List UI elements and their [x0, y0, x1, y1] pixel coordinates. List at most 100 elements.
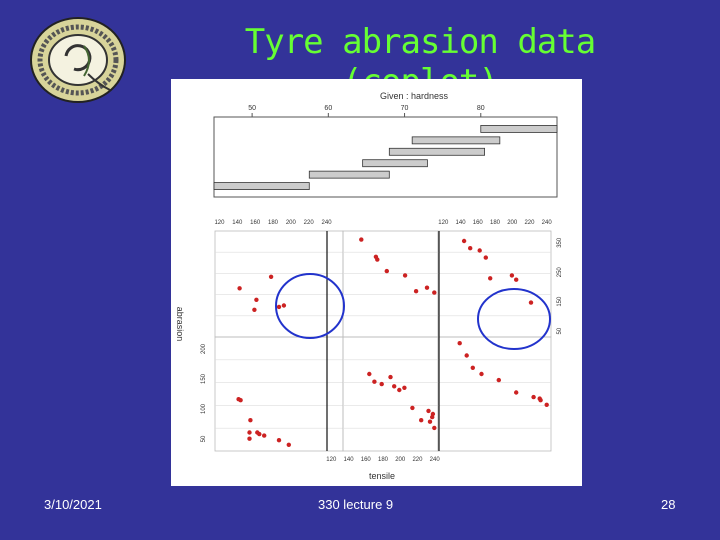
data-point — [402, 385, 407, 390]
footer-page-number: 28 — [661, 497, 676, 512]
data-point — [375, 257, 380, 262]
y-tick-label-right: 350 — [557, 237, 563, 248]
given-panel-frame — [213, 116, 558, 198]
data-point — [427, 419, 433, 424]
data-point — [419, 418, 424, 423]
top-x-tick-label: 200 — [507, 220, 518, 226]
data-point — [432, 425, 437, 431]
data-point — [426, 408, 431, 414]
top-x-tick-label: 120 — [214, 220, 225, 226]
given-interval-bar — [480, 125, 558, 133]
given-tick-label: 60 — [324, 105, 332, 112]
bottom-x-tick-label: 200 — [395, 457, 406, 463]
y-tick-label-right: 50 — [557, 327, 563, 334]
top-x-tick-label: 160 — [250, 220, 261, 226]
data-point — [247, 436, 252, 441]
y-tick-label-right: 250 — [557, 267, 563, 278]
data-point — [468, 246, 473, 251]
y-tick-label-left: 50 — [201, 435, 207, 442]
bottom-x-tick-label: 220 — [412, 457, 423, 463]
highlight-circle-left — [275, 273, 345, 339]
data-point — [544, 402, 549, 407]
top-x-tick-label: 220 — [304, 220, 315, 226]
top-x-tick-label: 240 — [542, 220, 553, 226]
data-point — [538, 398, 543, 403]
footer-lecture: 330 lecture 9 — [318, 497, 394, 512]
data-point — [359, 237, 364, 242]
given-interval-bar — [362, 159, 428, 168]
data-point — [255, 430, 260, 435]
data-point — [477, 248, 482, 253]
highlight-circle-right — [477, 288, 551, 350]
data-point — [237, 286, 242, 291]
given-tick-label: 70 — [401, 105, 409, 112]
data-point — [464, 353, 469, 358]
footer-date: 3/10/2021 — [44, 497, 102, 512]
data-point — [496, 377, 501, 383]
data-point — [248, 418, 253, 423]
y-tick-label-left: 200 — [201, 343, 207, 354]
panel-frame — [437, 336, 552, 452]
data-point — [432, 290, 437, 295]
top-x-tick-label: 180 — [268, 220, 279, 226]
data-point — [514, 277, 519, 282]
panel-frame — [342, 230, 439, 338]
data-point — [483, 255, 488, 260]
data-point — [528, 300, 534, 305]
data-point — [509, 273, 515, 278]
data-point — [488, 276, 493, 281]
bottom-x-tick-label: 140 — [344, 457, 355, 463]
given-interval-bar — [388, 147, 485, 156]
data-point — [247, 430, 252, 435]
data-point — [402, 273, 408, 278]
data-point — [531, 394, 536, 400]
data-point — [410, 405, 415, 411]
data-point — [252, 307, 257, 312]
data-point — [457, 341, 462, 346]
x-axis-label: tensile — [369, 471, 395, 481]
given-tick-label: 50 — [248, 105, 256, 112]
coplot-chart: Given : hardness 50 60 70 80 120 140 160 180 20… — [175, 91, 563, 481]
given-interval-bar — [213, 182, 310, 190]
top-x-tick-label: 140 — [232, 220, 243, 226]
data-point — [392, 384, 397, 389]
data-point — [479, 371, 484, 377]
top-x-tick-label: 240 — [322, 220, 333, 226]
top-x-tick-label: 180 — [490, 220, 501, 226]
data-point — [514, 390, 519, 395]
given-tick-label: 80 — [477, 105, 485, 112]
data-point — [281, 303, 287, 308]
data-point — [268, 274, 274, 279]
data-point — [262, 433, 267, 438]
data-point — [254, 297, 259, 302]
given-label: Given : hardness — [380, 91, 449, 101]
data-point — [379, 381, 384, 387]
data-point — [286, 442, 291, 447]
panel-frame — [214, 336, 344, 452]
data-point — [384, 268, 389, 274]
bottom-x-tick-label: 180 — [378, 457, 389, 463]
panel-frame — [437, 230, 552, 338]
data-point — [430, 414, 435, 420]
data-point — [276, 304, 282, 310]
data-point — [470, 365, 475, 370]
coplot-figure: Given : hardness 50 60 70 80 120 140 160 180 20… — [171, 79, 582, 486]
top-x-tick-label: 120 — [438, 220, 449, 226]
data-point — [236, 397, 241, 402]
y-tick-label-left: 150 — [201, 373, 207, 384]
y-axis-label: abrasion — [175, 307, 185, 342]
data-point — [372, 379, 377, 384]
given-interval-bar — [411, 136, 501, 145]
top-x-tick-label: 140 — [456, 220, 467, 226]
bottom-x-tick-label: 160 — [361, 457, 372, 463]
top-x-tick-label: 200 — [286, 220, 297, 226]
data-point — [413, 289, 419, 294]
data-point — [367, 371, 372, 377]
y-tick-label-right: 150 — [557, 296, 563, 307]
panel-frame — [342, 336, 439, 452]
top-x-tick-label: 220 — [524, 220, 535, 226]
bottom-x-tick-label: 120 — [326, 457, 337, 463]
given-interval-bar — [308, 170, 390, 179]
university-seal-icon — [30, 17, 126, 103]
data-point — [388, 374, 393, 380]
